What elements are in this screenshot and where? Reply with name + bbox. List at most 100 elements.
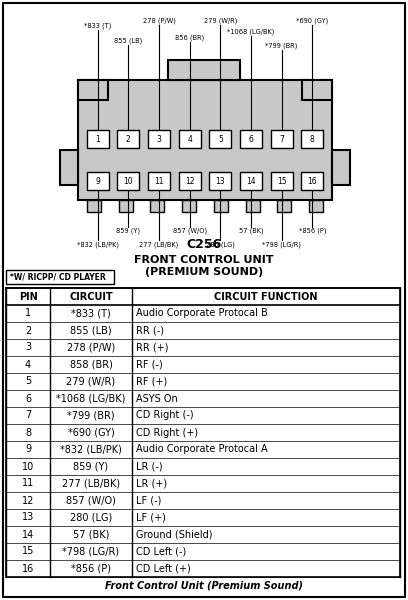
Bar xyxy=(277,200,291,212)
Bar xyxy=(6,270,114,284)
Text: 6: 6 xyxy=(25,394,31,403)
Bar xyxy=(78,80,332,200)
Bar xyxy=(168,60,240,80)
Text: *690 (GY): *690 (GY) xyxy=(68,427,114,437)
Text: RR (+): RR (+) xyxy=(136,343,169,352)
Bar xyxy=(246,200,259,212)
Text: 280 (LG): 280 (LG) xyxy=(206,241,235,247)
Text: Front Control Unit (Premium Sound): Front Control Unit (Premium Sound) xyxy=(105,580,303,590)
Bar xyxy=(240,172,262,190)
Text: 278 (P/W): 278 (P/W) xyxy=(142,17,175,24)
Text: 855 (LB): 855 (LB) xyxy=(70,325,112,335)
Text: CIRCUIT FUNCTION: CIRCUIT FUNCTION xyxy=(214,292,318,301)
Text: (PREMIUM SOUND): (PREMIUM SOUND) xyxy=(145,267,263,277)
Text: 8: 8 xyxy=(25,427,31,437)
Text: 280 (LG): 280 (LG) xyxy=(70,512,112,523)
Text: *798 (LG/R): *798 (LG/R) xyxy=(262,241,301,247)
Bar xyxy=(86,130,109,148)
Text: 857 (W/O): 857 (W/O) xyxy=(173,228,207,235)
Bar xyxy=(6,288,400,577)
Text: 4: 4 xyxy=(25,359,31,370)
Text: 277 (LB/BK): 277 (LB/BK) xyxy=(62,479,120,488)
Text: 279 (W/R): 279 (W/R) xyxy=(67,377,115,386)
Bar xyxy=(302,130,323,148)
Bar xyxy=(209,130,231,148)
Text: 3: 3 xyxy=(25,343,31,352)
Text: LF (+): LF (+) xyxy=(136,512,166,523)
Text: *1068 (LG/BK): *1068 (LG/BK) xyxy=(227,28,275,35)
Bar xyxy=(240,130,262,148)
Text: LR (-): LR (-) xyxy=(136,461,163,472)
Text: LR (+): LR (+) xyxy=(136,479,167,488)
Text: 12: 12 xyxy=(22,496,34,505)
Bar xyxy=(214,200,228,212)
Text: *1068 (LG/BK): *1068 (LG/BK) xyxy=(56,394,126,403)
Bar xyxy=(309,200,323,212)
Bar xyxy=(332,150,350,185)
Text: *798 (LG/R): *798 (LG/R) xyxy=(62,547,120,557)
Text: 8: 8 xyxy=(310,134,315,143)
Bar xyxy=(271,130,293,148)
Text: CD Left (+): CD Left (+) xyxy=(136,563,191,574)
Text: 858 (BR): 858 (BR) xyxy=(69,359,113,370)
Text: 3: 3 xyxy=(157,134,162,143)
Text: 13: 13 xyxy=(22,512,34,523)
Bar xyxy=(87,200,101,212)
Text: *799 (BR): *799 (BR) xyxy=(266,43,298,49)
Bar xyxy=(118,172,140,190)
Text: 9: 9 xyxy=(95,176,100,185)
Text: Ground (Shield): Ground (Shield) xyxy=(136,529,213,539)
Bar xyxy=(179,130,201,148)
Text: RR (-): RR (-) xyxy=(136,325,164,335)
Text: RF (+): RF (+) xyxy=(136,377,167,386)
Text: 859 (Y): 859 (Y) xyxy=(73,461,109,472)
Text: *856 (P): *856 (P) xyxy=(299,228,326,235)
Bar xyxy=(182,200,196,212)
Text: CIRCUIT: CIRCUIT xyxy=(69,292,113,301)
Bar xyxy=(302,80,332,100)
Text: 16: 16 xyxy=(308,176,317,185)
Text: *690 (GY): *690 (GY) xyxy=(296,17,328,24)
Text: 7: 7 xyxy=(25,410,31,421)
Bar xyxy=(302,172,323,190)
Text: 11: 11 xyxy=(154,176,164,185)
Text: 279 (W/R): 279 (W/R) xyxy=(204,17,237,24)
Text: 277 (LB/BK): 277 (LB/BK) xyxy=(140,241,179,247)
Text: *833 (T): *833 (T) xyxy=(71,308,111,319)
Bar xyxy=(148,172,170,190)
Text: 14: 14 xyxy=(22,529,34,539)
Text: 2: 2 xyxy=(126,134,131,143)
Bar xyxy=(86,172,109,190)
Text: 855 (LB): 855 (LB) xyxy=(114,37,142,44)
Text: 57 (BK): 57 (BK) xyxy=(239,228,263,235)
Text: *W/ RICPP/ CD PLAYER: *W/ RICPP/ CD PLAYER xyxy=(10,272,106,281)
Text: 857 (W/O): 857 (W/O) xyxy=(66,496,116,505)
Text: Audio Corporate Protocal A: Audio Corporate Protocal A xyxy=(136,445,268,455)
Text: CD Right (-): CD Right (-) xyxy=(136,410,194,421)
Text: 57 (BK): 57 (BK) xyxy=(73,529,109,539)
Text: 14: 14 xyxy=(246,176,256,185)
Bar xyxy=(78,80,108,100)
Text: 5: 5 xyxy=(218,134,223,143)
Bar xyxy=(60,150,78,185)
Text: CD Right (+): CD Right (+) xyxy=(136,427,198,437)
Text: 12: 12 xyxy=(185,176,195,185)
Text: 2: 2 xyxy=(25,325,31,335)
Text: 1: 1 xyxy=(95,134,100,143)
Text: 15: 15 xyxy=(22,547,34,557)
Bar xyxy=(271,172,293,190)
Text: *799 (BR): *799 (BR) xyxy=(67,410,115,421)
Bar xyxy=(118,130,140,148)
Bar xyxy=(119,200,133,212)
Text: 856 (BR): 856 (BR) xyxy=(175,34,204,41)
Text: 9: 9 xyxy=(25,445,31,455)
Bar xyxy=(209,172,231,190)
Text: 5: 5 xyxy=(25,377,31,386)
Bar xyxy=(148,130,170,148)
Text: 7: 7 xyxy=(279,134,284,143)
Text: 16: 16 xyxy=(22,563,34,574)
Text: PIN: PIN xyxy=(19,292,38,301)
Text: 4: 4 xyxy=(187,134,192,143)
Text: ASYS On: ASYS On xyxy=(136,394,178,403)
Text: *856 (P): *856 (P) xyxy=(71,563,111,574)
